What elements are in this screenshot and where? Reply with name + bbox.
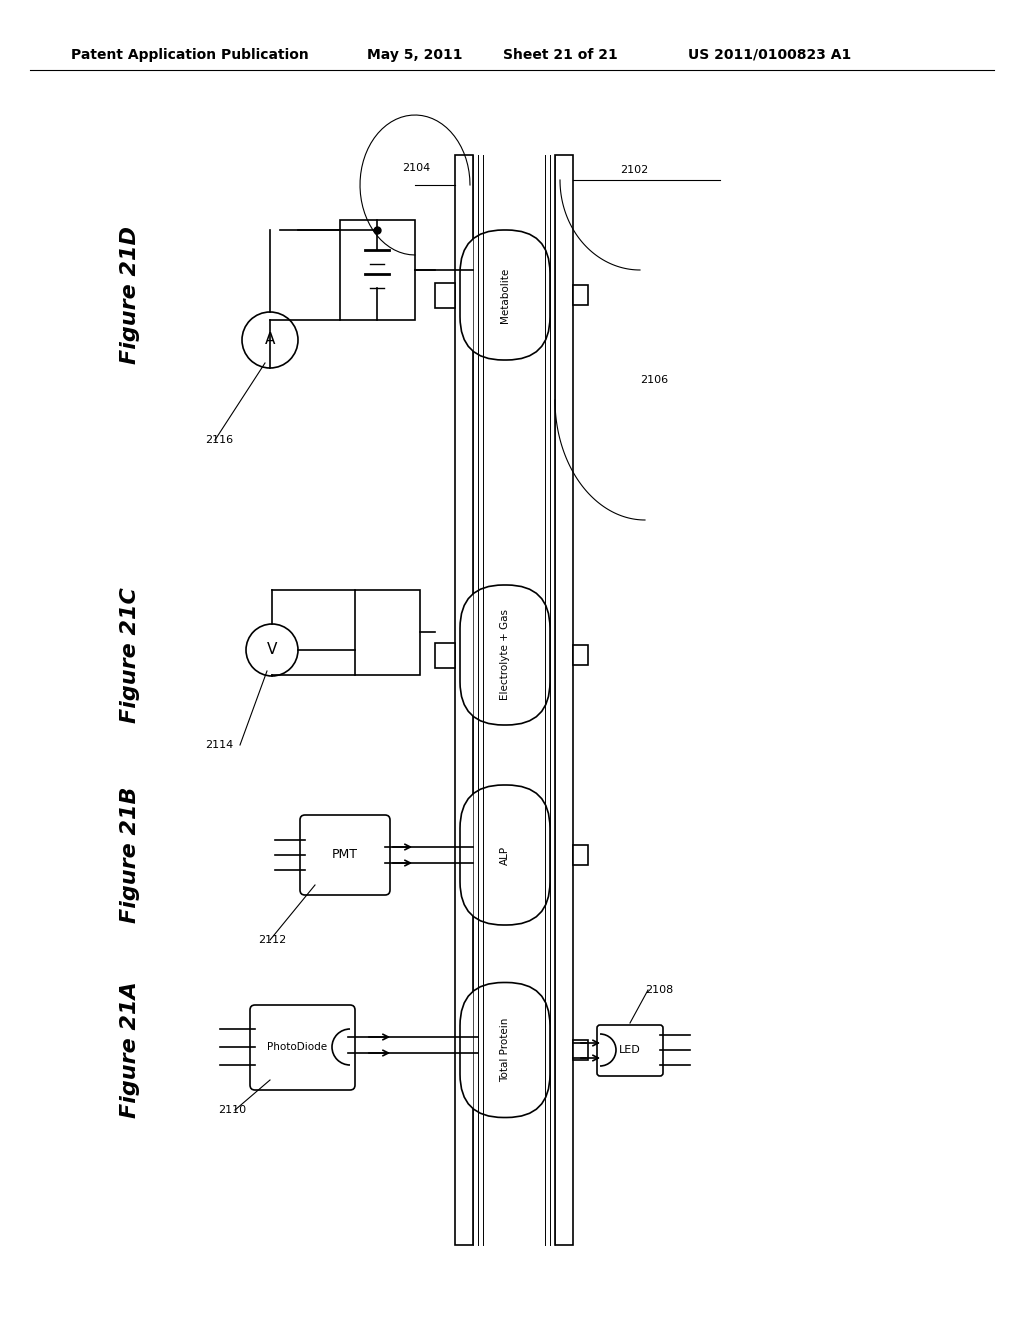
- FancyBboxPatch shape: [597, 1026, 663, 1076]
- Text: US 2011/0100823 A1: US 2011/0100823 A1: [688, 48, 852, 62]
- Text: Figure 21B: Figure 21B: [120, 787, 140, 923]
- Text: Figure 21C: Figure 21C: [120, 587, 140, 723]
- Text: PhotoDiode: PhotoDiode: [267, 1041, 327, 1052]
- Text: 2116: 2116: [205, 436, 233, 445]
- Bar: [435, 643, 455, 668]
- Text: ALP: ALP: [500, 845, 510, 865]
- Text: Patent Application Publication: Patent Application Publication: [71, 48, 309, 62]
- Bar: [340, 220, 415, 319]
- FancyBboxPatch shape: [460, 785, 550, 925]
- Text: Figure 21D: Figure 21D: [120, 226, 140, 364]
- Text: 2102: 2102: [620, 165, 648, 176]
- Bar: [555, 154, 573, 1245]
- Bar: [573, 645, 588, 665]
- Text: Figure 21A: Figure 21A: [120, 982, 140, 1118]
- Bar: [573, 1040, 588, 1060]
- Text: LED: LED: [620, 1045, 641, 1055]
- Circle shape: [242, 312, 298, 368]
- FancyBboxPatch shape: [460, 585, 550, 725]
- Text: 2104: 2104: [401, 162, 430, 173]
- Bar: [573, 285, 588, 305]
- Bar: [573, 845, 588, 865]
- FancyBboxPatch shape: [300, 814, 390, 895]
- FancyBboxPatch shape: [250, 1005, 355, 1090]
- Text: May 5, 2011: May 5, 2011: [368, 48, 463, 62]
- Text: 2110: 2110: [218, 1105, 246, 1115]
- Bar: [455, 154, 473, 1245]
- FancyBboxPatch shape: [460, 230, 550, 360]
- FancyBboxPatch shape: [460, 982, 550, 1118]
- Text: 2114: 2114: [205, 741, 233, 750]
- Bar: [435, 282, 455, 308]
- Text: Electrolyte + Gas: Electrolyte + Gas: [500, 610, 510, 701]
- Text: 2112: 2112: [258, 935, 287, 945]
- Text: V: V: [267, 643, 278, 657]
- Text: PMT: PMT: [332, 849, 358, 862]
- Text: A: A: [265, 333, 275, 347]
- Text: Metabolite: Metabolite: [500, 268, 510, 322]
- Text: Sheet 21 of 21: Sheet 21 of 21: [503, 48, 617, 62]
- Text: 2106: 2106: [640, 375, 668, 385]
- Circle shape: [246, 624, 298, 676]
- Bar: [355, 590, 420, 675]
- Text: Total Protein: Total Protein: [500, 1018, 510, 1082]
- Text: 2108: 2108: [645, 985, 673, 995]
